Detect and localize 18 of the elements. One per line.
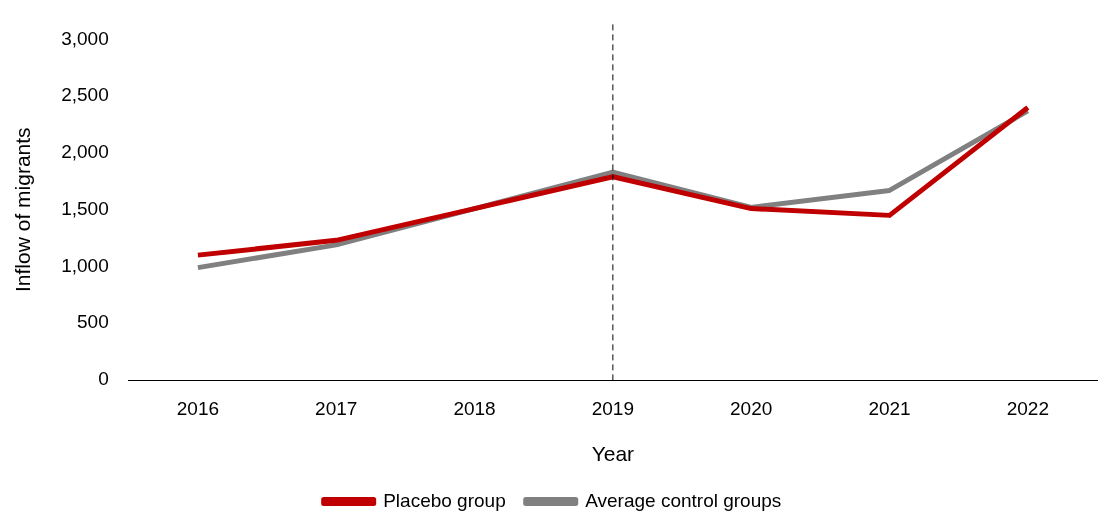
y-tick-label: 2,000 xyxy=(61,141,109,163)
x-tick-label: 2016 xyxy=(176,397,220,419)
x-tick-label: 2020 xyxy=(730,397,773,419)
y-tick-label: 1,500 xyxy=(61,197,109,219)
x-tick-label: 2022 xyxy=(1006,397,1049,419)
y-tick-label: 0 xyxy=(98,368,109,390)
y-tick-label: 3,000 xyxy=(61,27,109,49)
y-tick-label: 2,500 xyxy=(61,84,109,106)
x-tick-label: 2021 xyxy=(868,397,911,419)
x-tick-label: 2018 xyxy=(453,397,496,419)
x-axis-title: Year xyxy=(591,442,635,466)
y-axis-title: Inflow of migrants xyxy=(11,127,35,292)
y-tick-label: 500 xyxy=(77,311,109,333)
legend-label: Placebo group xyxy=(383,489,506,511)
x-tick-label: 2019 xyxy=(591,397,635,419)
x-tick-label: 2017 xyxy=(315,397,358,419)
y-tick-label: 1,000 xyxy=(61,254,109,276)
legend-label: Average control groups xyxy=(585,489,782,511)
